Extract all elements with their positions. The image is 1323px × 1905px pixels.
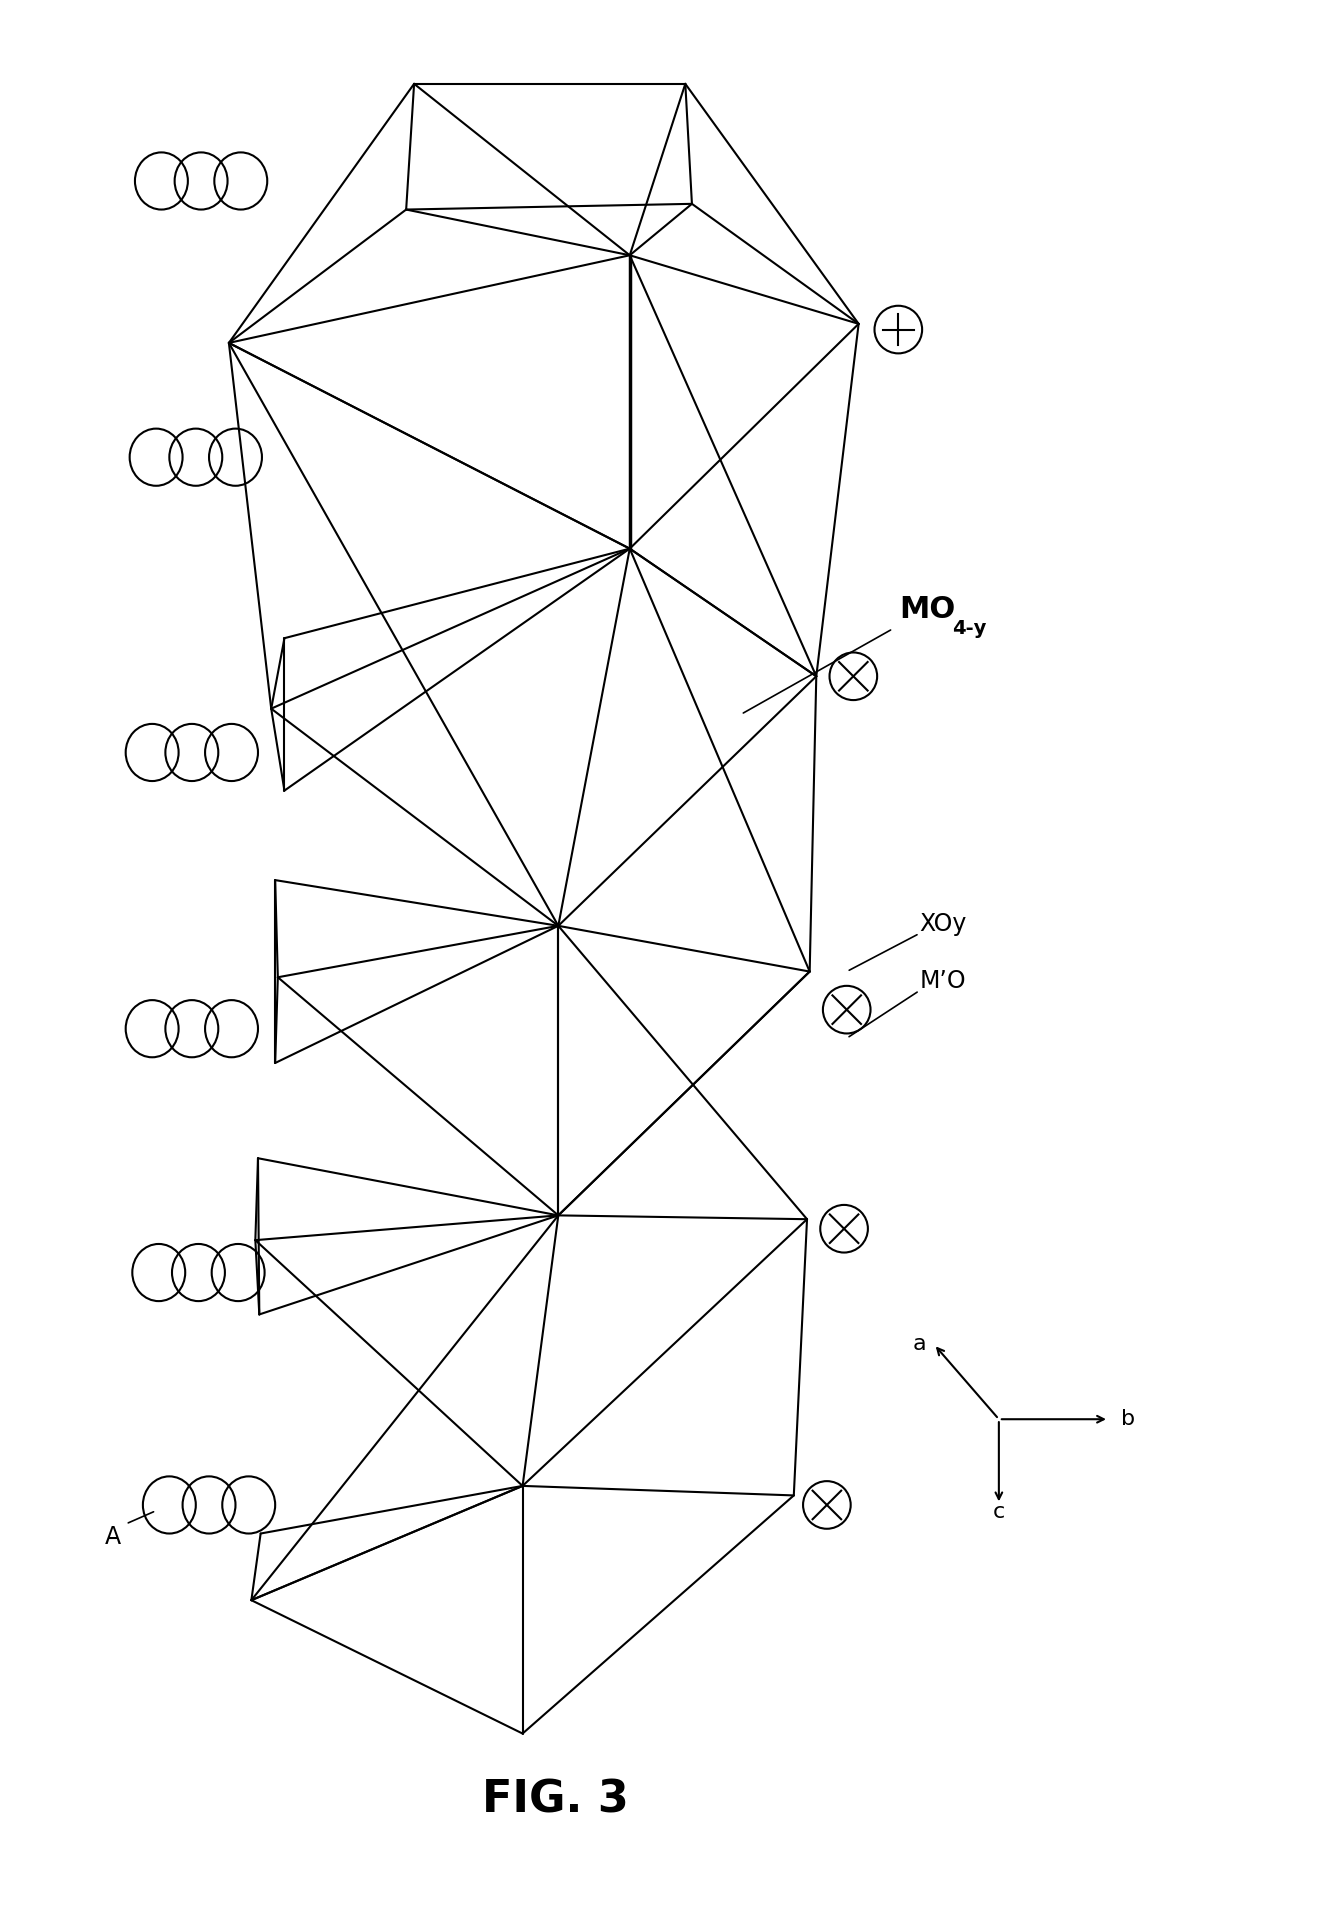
Text: XOy: XOy	[919, 912, 967, 935]
Text: MO: MO	[900, 594, 957, 625]
Text: b: b	[1121, 1410, 1135, 1429]
Text: M’O: M’O	[919, 970, 966, 993]
Text: A: A	[105, 1526, 120, 1549]
Text: FIG. 3: FIG. 3	[483, 1779, 628, 1821]
Text: a: a	[913, 1334, 926, 1354]
Text: 4-y: 4-y	[953, 619, 987, 638]
Text: c: c	[992, 1503, 1005, 1522]
